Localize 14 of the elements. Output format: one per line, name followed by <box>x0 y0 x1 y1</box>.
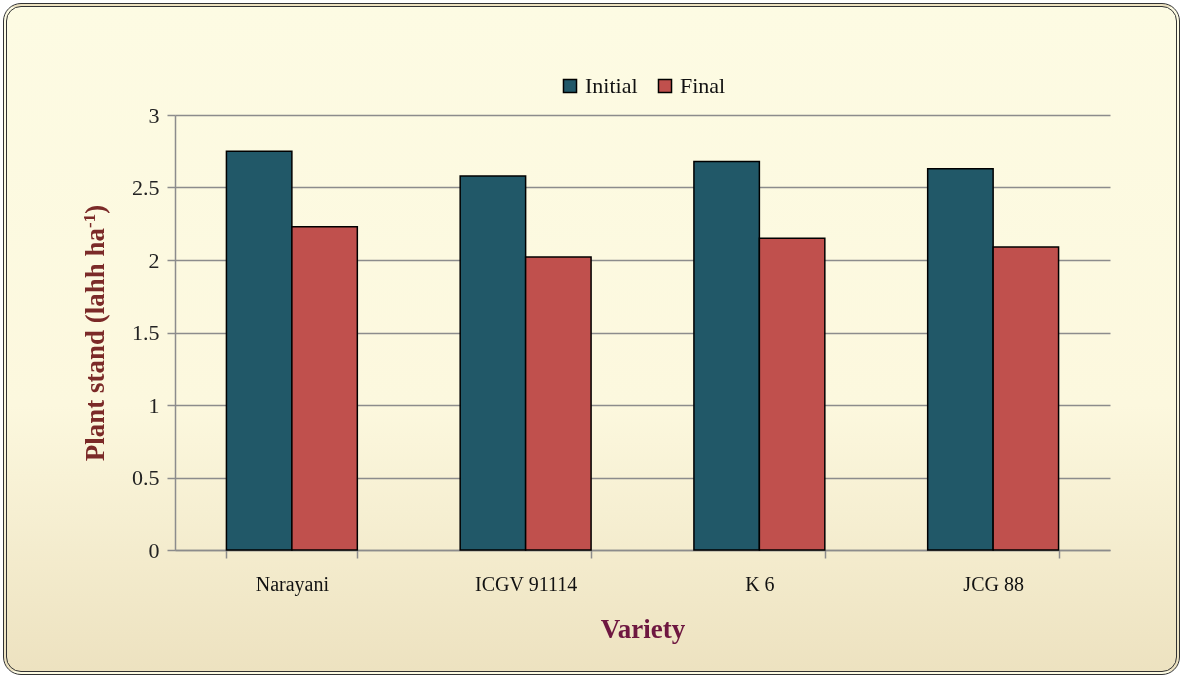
x-tick-label: K 6 <box>745 572 775 595</box>
y-tick-label: 1 <box>148 392 160 418</box>
legend-label: Final <box>680 73 726 98</box>
y-tick-label: 2.5 <box>132 175 160 200</box>
y-tick-label: 1.5 <box>132 320 160 345</box>
y-tick-label: 3 <box>148 102 160 128</box>
y-tick-label: 2 <box>148 247 160 273</box>
legend-label: Initial <box>585 73 638 98</box>
x-tick-label: ICGV 91114 <box>475 572 578 595</box>
y-tick-label: 0.5 <box>132 465 160 490</box>
x-tick-label: JCG 88 <box>963 572 1024 595</box>
y-tick-label: 0 <box>148 537 160 563</box>
x-tick-label: Narayani <box>255 572 330 596</box>
x-axis-title: Variety <box>600 613 686 644</box>
